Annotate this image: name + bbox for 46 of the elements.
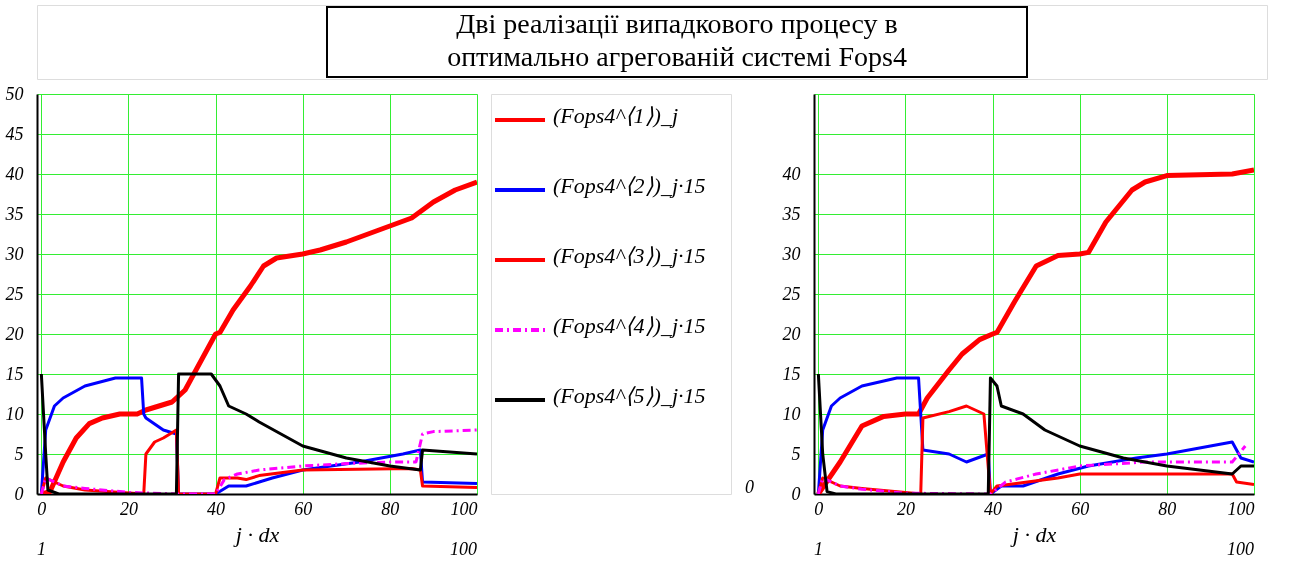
x-tick-label: 20 bbox=[896, 498, 915, 519]
y-tick-label: 40 bbox=[5, 163, 24, 184]
y-tick-label: 45 bbox=[5, 123, 24, 144]
x-tick-label: 80 bbox=[1158, 498, 1177, 519]
y-tick-label: 35 bbox=[4, 203, 24, 224]
y-tick-label: 15 bbox=[782, 363, 801, 384]
y-tick-label: 30 bbox=[4, 243, 24, 264]
y-tick-label: 30 bbox=[781, 243, 801, 264]
legend-label: (Fops4^⟨1⟩)_j bbox=[553, 103, 679, 128]
text: 100 bbox=[450, 539, 477, 559]
line-series bbox=[816, 444, 1247, 494]
y-tick-label: 25 bbox=[5, 283, 24, 304]
y-tick-label: 10 bbox=[5, 403, 24, 424]
y-tick-label: 25 bbox=[782, 283, 801, 304]
y-tick-label: 40 bbox=[782, 163, 801, 184]
text: Дві реалізації випадкового процесу в оптимально агрегованій системі Fops4 bbox=[447, 8, 907, 72]
y-tick-label: 0 bbox=[791, 483, 801, 504]
y-tick-label: 20 bbox=[782, 323, 801, 344]
y-tick-label: 15 bbox=[5, 363, 24, 384]
y-tick-label: 5 bbox=[14, 443, 24, 464]
x-tick-label: 60 bbox=[294, 498, 313, 519]
x-tick-label: 80 bbox=[381, 498, 400, 519]
x-tick-label: 60 bbox=[1071, 498, 1090, 519]
y-tick-label: 5 bbox=[791, 443, 801, 464]
x-tick-label: 40 bbox=[207, 498, 226, 519]
text: 1 bbox=[814, 539, 823, 559]
y-tick-label: 35 bbox=[781, 203, 801, 224]
x-axis-title: j · dx bbox=[232, 521, 280, 547]
y-tick-label: 10 bbox=[782, 403, 801, 424]
y-tick-label: 50 bbox=[5, 83, 24, 104]
x-tick-label: 0 bbox=[814, 498, 824, 519]
text: 1 bbox=[37, 539, 46, 559]
x-tick-label: 100 bbox=[450, 498, 478, 519]
legend-label: (Fops4^⟨5⟩)_j·15 bbox=[553, 383, 706, 408]
x-tick-label: 100 bbox=[1227, 498, 1255, 519]
legend-label: (Fops4^⟨2⟩)_j·15 bbox=[553, 173, 706, 198]
x-tick-label: 0 bbox=[37, 498, 47, 519]
x-tick-label: 20 bbox=[119, 498, 138, 519]
x-tick-label: 40 bbox=[984, 498, 1003, 519]
text: 100 bbox=[1227, 539, 1254, 559]
y-tick-label: 20 bbox=[5, 323, 24, 344]
legend-label: (Fops4^⟨4⟩)_j·15 bbox=[553, 313, 706, 338]
x-axis-title: j · dx bbox=[1009, 521, 1057, 547]
y-tick-label: 0 bbox=[14, 483, 24, 504]
legend-label: (Fops4^⟨3⟩)_j·15 bbox=[553, 243, 706, 268]
text: 0 bbox=[745, 477, 754, 497]
